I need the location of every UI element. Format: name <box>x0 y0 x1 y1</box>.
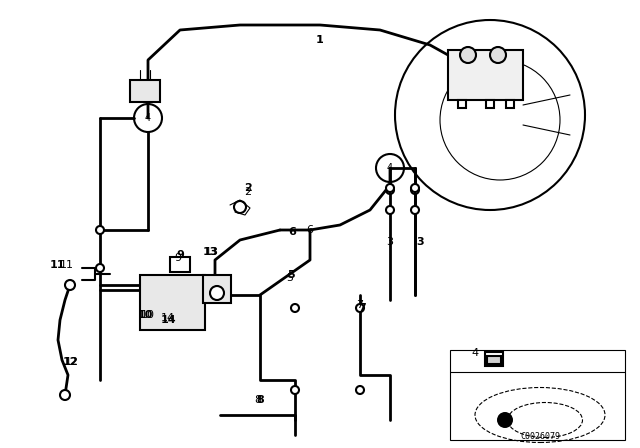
Text: 8: 8 <box>256 395 264 405</box>
Circle shape <box>356 304 364 312</box>
Text: 5: 5 <box>287 270 295 280</box>
Circle shape <box>291 304 299 312</box>
Text: 10: 10 <box>141 310 155 320</box>
Circle shape <box>386 206 394 214</box>
Circle shape <box>96 226 104 234</box>
Text: 1: 1 <box>317 35 323 45</box>
Circle shape <box>411 206 419 214</box>
Bar <box>140 275 205 330</box>
Text: 9: 9 <box>176 250 184 260</box>
Bar <box>458 100 466 108</box>
Text: 11: 11 <box>49 260 65 270</box>
Bar <box>485 352 503 366</box>
Text: 12: 12 <box>65 357 79 367</box>
Bar <box>487 356 501 364</box>
Text: C0026079: C0026079 <box>520 431 560 440</box>
Text: 5: 5 <box>287 273 294 283</box>
Text: 6: 6 <box>307 225 314 235</box>
Text: 12: 12 <box>62 357 77 367</box>
Text: 1: 1 <box>316 35 324 45</box>
Text: 11: 11 <box>60 260 74 270</box>
Text: 6: 6 <box>288 227 296 237</box>
Circle shape <box>460 47 476 63</box>
Text: 4: 4 <box>387 163 393 173</box>
Circle shape <box>65 280 75 290</box>
Bar <box>486 100 494 108</box>
Text: 4: 4 <box>472 348 479 358</box>
Text: 2: 2 <box>244 187 252 197</box>
Circle shape <box>386 186 394 194</box>
Bar <box>450 350 625 440</box>
Circle shape <box>497 412 513 428</box>
Circle shape <box>210 286 224 300</box>
Text: 4: 4 <box>145 113 151 123</box>
Text: 14: 14 <box>161 313 175 323</box>
Bar <box>170 257 190 272</box>
Circle shape <box>490 47 506 63</box>
Text: 3: 3 <box>387 237 394 247</box>
Text: 14: 14 <box>160 315 176 325</box>
Bar <box>203 275 231 303</box>
Circle shape <box>386 184 394 192</box>
Text: 10: 10 <box>138 310 153 320</box>
Bar <box>448 50 523 100</box>
Text: 7: 7 <box>356 300 364 310</box>
Text: 8: 8 <box>255 395 262 405</box>
Text: 3: 3 <box>416 237 424 247</box>
Text: 2: 2 <box>244 183 252 193</box>
Circle shape <box>60 390 70 400</box>
Circle shape <box>356 386 364 394</box>
Circle shape <box>411 186 419 194</box>
Bar <box>130 80 160 102</box>
Text: 13: 13 <box>205 247 219 257</box>
Text: 13: 13 <box>202 247 218 257</box>
Bar <box>506 100 514 108</box>
Circle shape <box>291 386 299 394</box>
Text: 9: 9 <box>175 253 182 263</box>
Text: 7: 7 <box>358 303 366 313</box>
Circle shape <box>411 184 419 192</box>
Circle shape <box>96 264 104 272</box>
